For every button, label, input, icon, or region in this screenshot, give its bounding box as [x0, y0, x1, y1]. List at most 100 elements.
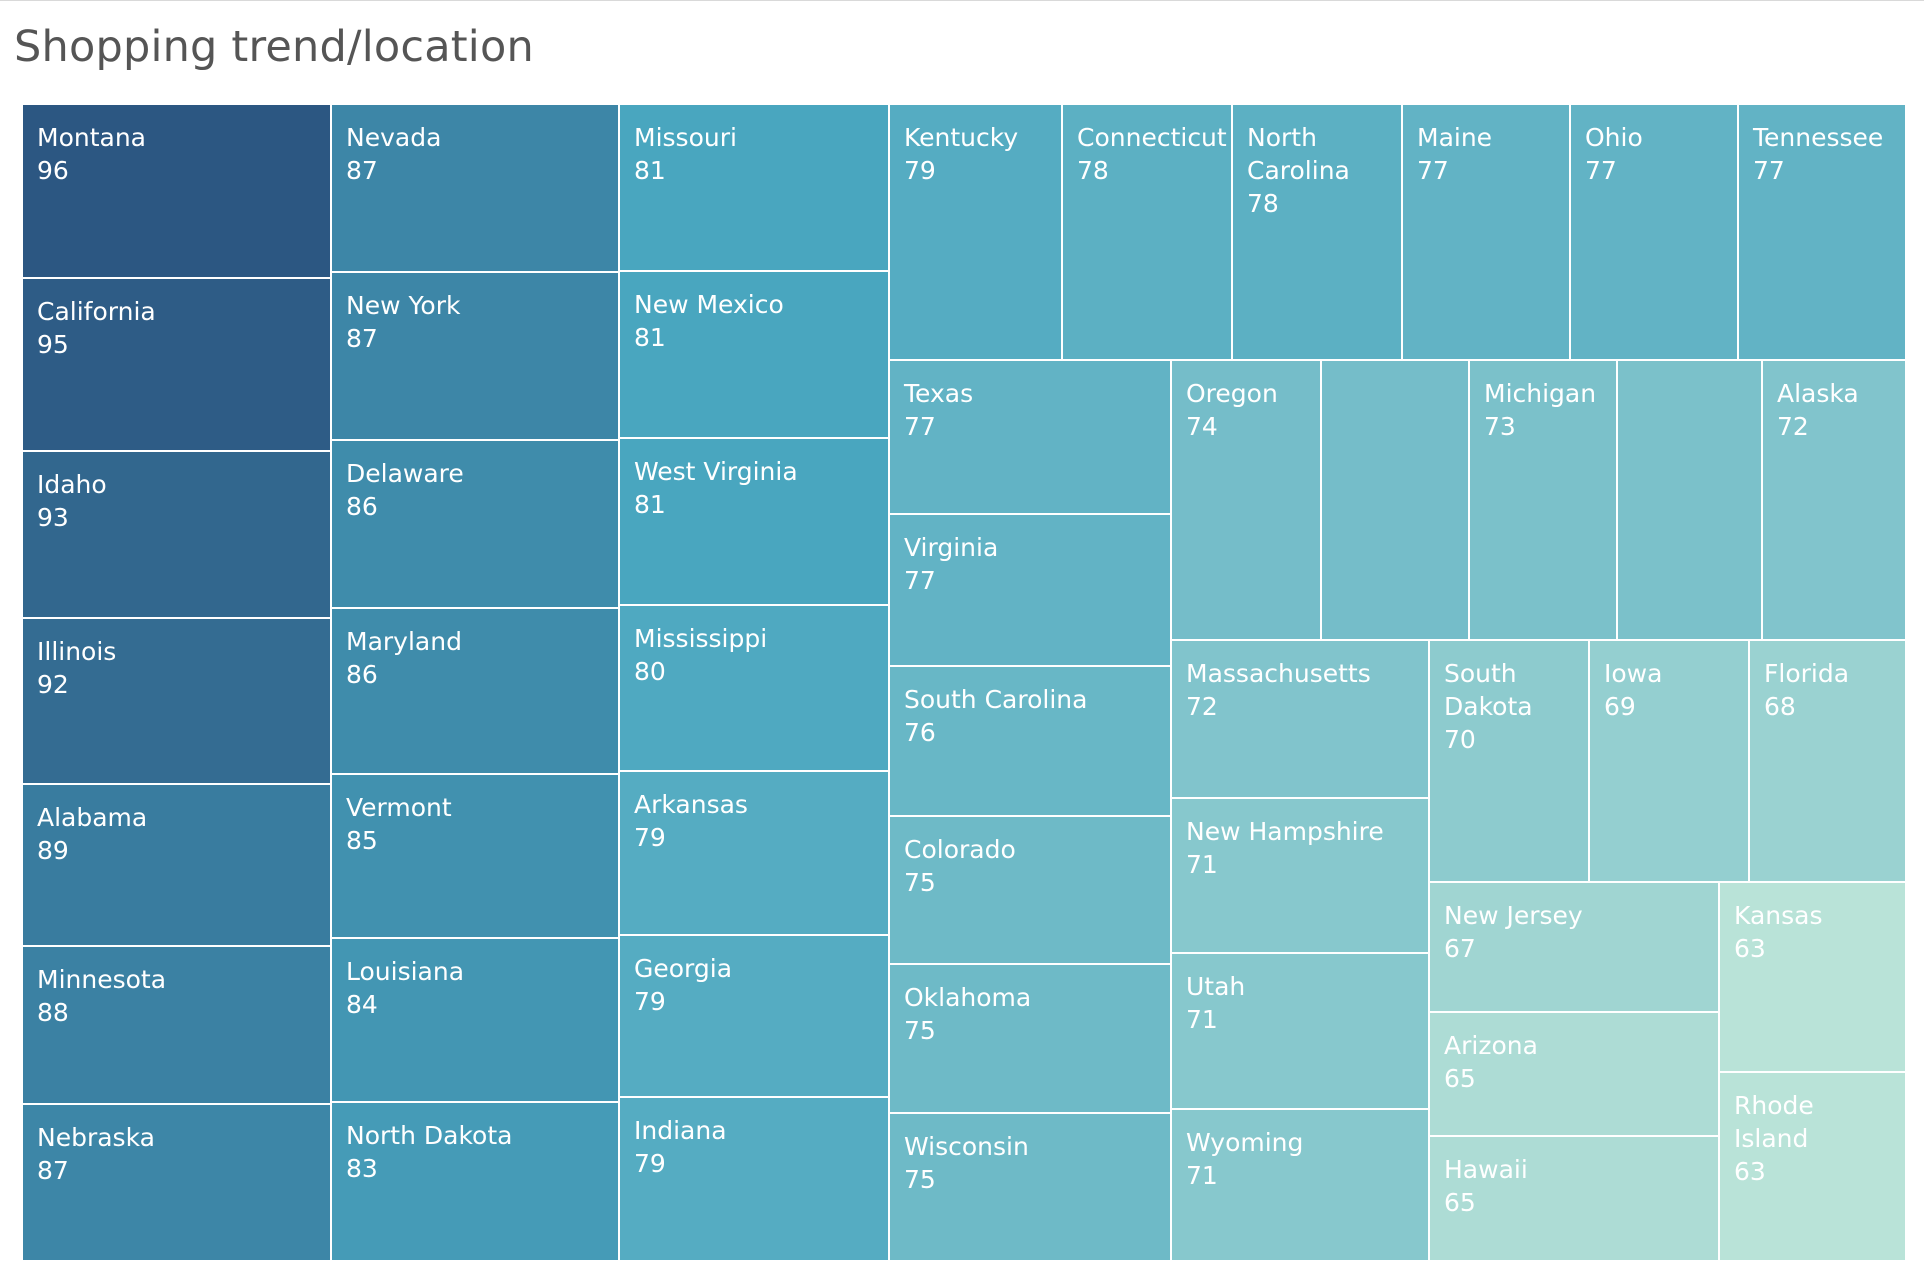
tile-label: Nevada	[346, 123, 442, 152]
tile-tennessee[interactable]: Tennessee 77	[1738, 104, 1906, 360]
tile-illinois[interactable]: Illinois 92	[22, 618, 331, 784]
tile-value: 71	[1186, 1005, 1218, 1034]
tile-new-mexico[interactable]: New Mexico 81	[619, 271, 889, 438]
tile-missouri[interactable]: Missouri 81	[619, 104, 889, 271]
tile-value: 89	[37, 836, 69, 865]
tile-virginia[interactable]: Virginia 77	[889, 514, 1171, 666]
tile-value: 77	[904, 566, 936, 595]
chart-title: Shopping trend/location	[14, 22, 534, 72]
tile-label: Alaska	[1777, 379, 1859, 408]
tile-maryland[interactable]: Maryland 86	[331, 608, 619, 774]
tile-delaware[interactable]: Delaware 86	[331, 440, 619, 608]
tile-label: Florida	[1764, 659, 1850, 688]
tile-label: Tennessee	[1753, 123, 1884, 152]
tile-arizona[interactable]: Arizona 65	[1429, 1012, 1719, 1136]
top-divider	[0, 0, 1924, 1]
tile-oklahoma[interactable]: Oklahoma 75	[889, 964, 1171, 1113]
tile-vermont[interactable]: Vermont 85	[331, 774, 619, 938]
tile-label: Massachusetts	[1186, 659, 1371, 688]
tile-louisiana[interactable]: Louisiana 84	[331, 938, 619, 1102]
tile-value: 81	[634, 323, 666, 352]
tile-south-carolina[interactable]: South Carolina 76	[889, 666, 1171, 816]
tile-label: New York	[346, 291, 461, 320]
tile-minnesota[interactable]: Minnesota 88	[22, 946, 331, 1104]
tile-label: Idaho	[37, 470, 107, 499]
tile-south-dakota[interactable]: South Dakota 70	[1429, 640, 1589, 882]
tile-label: Michigan	[1484, 379, 1597, 408]
tile-georgia[interactable]: Georgia 79	[619, 935, 889, 1097]
tile-kentucky[interactable]: Kentucky 79	[889, 104, 1062, 360]
tile-label: Georgia	[634, 954, 733, 983]
tile-alabama[interactable]: Alabama 89	[22, 784, 331, 946]
tile-value: 79	[904, 156, 936, 185]
tile-indiana[interactable]: Indiana 79	[619, 1097, 889, 1261]
tile-rhode-island[interactable]: Rhode Island 63	[1719, 1072, 1906, 1261]
tile-value: 87	[346, 324, 378, 353]
tile-massachusetts[interactable]: Massachusetts 72	[1171, 640, 1429, 798]
tile-new-york[interactable]: New York 87	[331, 272, 619, 440]
tile-value: 76	[904, 718, 936, 747]
tile-connecticut[interactable]: Connecticut 78	[1062, 104, 1232, 360]
tile-texas[interactable]: Texas 77	[889, 360, 1171, 514]
tile-unlabeled-34[interactable]	[1321, 360, 1469, 640]
tile-kansas[interactable]: Kansas 63	[1719, 882, 1906, 1072]
tile-utah[interactable]: Utah 71	[1171, 953, 1429, 1109]
tile-label: Louisiana	[346, 957, 465, 986]
tile-california[interactable]: California 95	[22, 278, 331, 451]
tile-value: 86	[346, 660, 378, 689]
tile-nebraska[interactable]: Nebraska 87	[22, 1104, 331, 1261]
tile-value: 96	[37, 156, 69, 185]
tile-montana[interactable]: Montana 96	[22, 104, 331, 278]
tile-colorado[interactable]: Colorado 75	[889, 816, 1171, 964]
tile-alaska[interactable]: Alaska 72	[1762, 360, 1906, 640]
tile-wyoming[interactable]: Wyoming 71	[1171, 1109, 1429, 1261]
tile-nevada[interactable]: Nevada 87	[331, 104, 619, 272]
tile-value: 80	[634, 657, 666, 686]
tile-label: Kentucky	[904, 123, 1019, 152]
tile-value: 65	[1444, 1064, 1476, 1093]
tile-label: Hawaii	[1444, 1155, 1528, 1184]
tile-hawaii[interactable]: Hawaii 65	[1429, 1136, 1719, 1261]
tile-value: 77	[1417, 156, 1449, 185]
tile-arkansas[interactable]: Arkansas 79	[619, 771, 889, 935]
tile-mississippi[interactable]: Mississippi 80	[619, 605, 889, 771]
tile-value: 79	[634, 1149, 666, 1178]
tile-new-hampshire[interactable]: New Hampshire 71	[1171, 798, 1429, 953]
tile-new-jersey[interactable]: New Jersey 67	[1429, 882, 1719, 1012]
tile-value: 92	[37, 670, 69, 699]
tile-label: Delaware	[346, 459, 464, 488]
tile-value: 87	[37, 1156, 69, 1185]
tile-florida[interactable]: Florida 68	[1749, 640, 1906, 882]
tile-wisconsin[interactable]: Wisconsin 75	[889, 1113, 1171, 1261]
tile-label: Indiana	[634, 1116, 727, 1145]
tile-unlabeled-36[interactable]	[1617, 360, 1762, 640]
tile-west-virginia[interactable]: West Virginia 81	[619, 438, 889, 605]
tile-oregon[interactable]: Oregon 74	[1171, 360, 1321, 640]
tile-michigan[interactable]: Michigan 73	[1469, 360, 1617, 640]
tile-value: 93	[37, 503, 69, 532]
tile-label: Wisconsin	[904, 1132, 1029, 1161]
tile-maine[interactable]: Maine 77	[1402, 104, 1570, 360]
tile-value: 69	[1604, 692, 1636, 721]
tile-value: 87	[346, 156, 378, 185]
tile-idaho[interactable]: Idaho 93	[22, 451, 331, 618]
tile-label: Arkansas	[634, 790, 748, 819]
tile-label: Utah	[1186, 972, 1246, 1001]
tile-label: Mississippi	[634, 624, 768, 653]
tile-value: 79	[634, 823, 666, 852]
tile-label: New Hampshire	[1186, 817, 1384, 846]
tile-north-carolina[interactable]: North Carolina 78	[1232, 104, 1402, 360]
tile-north-dakota[interactable]: North Dakota 83	[331, 1102, 619, 1261]
tile-label: South Dakota	[1444, 659, 1533, 721]
tile-label: Minnesota	[37, 965, 167, 994]
tile-value: 75	[904, 1165, 936, 1194]
tile-label: Texas	[904, 379, 974, 408]
tile-value: 75	[904, 868, 936, 897]
tile-label: Iowa	[1604, 659, 1663, 688]
tile-ohio[interactable]: Ohio 77	[1570, 104, 1738, 360]
tile-iowa[interactable]: Iowa 69	[1589, 640, 1749, 882]
tile-value: 72	[1186, 692, 1218, 721]
tile-value: 71	[1186, 1161, 1218, 1190]
tile-value: 84	[346, 990, 378, 1019]
tile-value: 83	[346, 1154, 378, 1183]
